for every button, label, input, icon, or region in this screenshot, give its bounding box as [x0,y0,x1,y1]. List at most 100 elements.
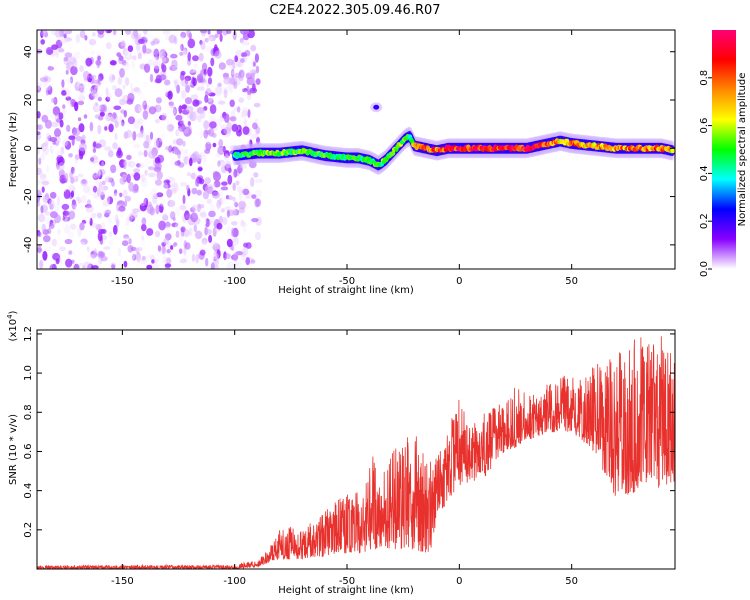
noise-speckle [82,82,87,90]
noise-speckle [221,208,225,213]
noise-speckle [242,188,250,195]
noise-speckle [185,260,193,266]
noise-speckle [131,251,136,261]
noise-speckle [124,30,132,35]
noise-speckle [65,89,72,94]
noise-speckle [57,160,64,166]
noise-speckle [169,101,175,109]
noise-speckle [210,57,215,67]
noise-speckle [216,199,221,210]
noise-speckle [243,118,247,127]
noise-speckle [207,66,213,77]
noise-speckle [229,99,235,108]
noise-speckle [132,208,141,213]
noise-speckle [83,70,90,80]
noise-speckle [239,164,247,169]
noise-speckle [41,30,48,37]
noise-speckle [218,62,226,70]
noise-speckle [62,210,70,216]
noise-speckle [143,75,149,81]
noise-speckle [238,207,246,214]
noise-speckle [179,204,187,211]
noise-speckle [125,80,130,87]
noise-speckle [37,81,41,91]
noise-speckle [151,259,155,264]
noise-speckle [121,119,125,127]
noise-speckle [175,230,180,238]
noise-speckle [175,206,181,217]
noise-speckle [133,219,137,225]
noise-speckle [69,171,73,180]
noise-speckle [237,164,243,174]
noise-speckle [51,169,60,178]
noise-speckle [65,258,73,268]
noise-speckle [37,195,40,203]
noise-speckle [159,51,166,58]
noise-speckle [202,154,207,163]
noise-speckle [37,201,41,207]
noise-speckle [57,228,61,236]
noise-speckle [127,245,134,253]
noise-speckle [150,188,157,199]
spectrogram-image [37,30,675,269]
noise-speckle [254,189,262,198]
noise-speckle [65,69,69,75]
noise-speckle [67,99,71,105]
noise-speckle [94,104,101,113]
spectrogram-y-tick-label: -20 [23,188,34,204]
noise-speckle [152,193,158,199]
colorbar-label: Normalized spectral amplitude [737,73,748,227]
noise-speckle [96,49,104,56]
noise-speckle [192,66,200,73]
noise-speckle [208,218,216,223]
noise-speckle [64,217,68,223]
noise-speckle [144,63,151,73]
noise-speckle [182,48,187,58]
noise-speckle [37,213,46,223]
noise-speckle [96,212,103,219]
noise-speckle [126,98,134,105]
noise-speckle [51,144,59,153]
noise-speckle [90,234,99,241]
noise-speckle [154,230,161,238]
noise-speckle [255,178,263,183]
noise-speckle [107,156,111,166]
noise-speckle [186,125,192,135]
noise-speckle [58,112,64,120]
noise-speckle [110,164,117,174]
noise-speckle [65,78,73,84]
noise-speckle [49,219,54,227]
noise-speckle [118,205,126,212]
noise-speckle [176,84,181,94]
noise-speckle [138,38,145,44]
noise-speckle [68,56,76,65]
snr-plot-area [37,336,675,569]
noise-speckle [49,30,57,36]
noise-speckle [254,118,259,123]
noise-speckle [183,247,187,256]
noise-speckle [163,179,171,185]
noise-speckle [95,59,102,66]
noise-speckle [209,82,214,91]
noise-speckle [75,33,81,44]
noise-speckle [62,104,66,110]
noise-speckle [205,141,212,151]
colorbar-gradient [712,30,736,269]
noise-speckle [41,223,46,233]
noise-speckle [94,143,102,149]
noise-speckle [122,174,127,182]
noise-speckle [40,142,48,152]
noise-speckle [136,163,141,168]
noise-speckle [251,218,259,223]
noise-speckle [133,168,141,174]
noise-speckle [72,169,77,180]
noise-speckle [137,258,143,264]
noise-speckle [146,31,154,37]
noise-speckle [182,140,186,147]
isolated-blob [373,104,380,110]
noise-speckle [44,216,52,225]
noise-speckle [102,199,110,207]
noise-speckle [59,246,66,252]
noise-speckle [243,211,249,217]
